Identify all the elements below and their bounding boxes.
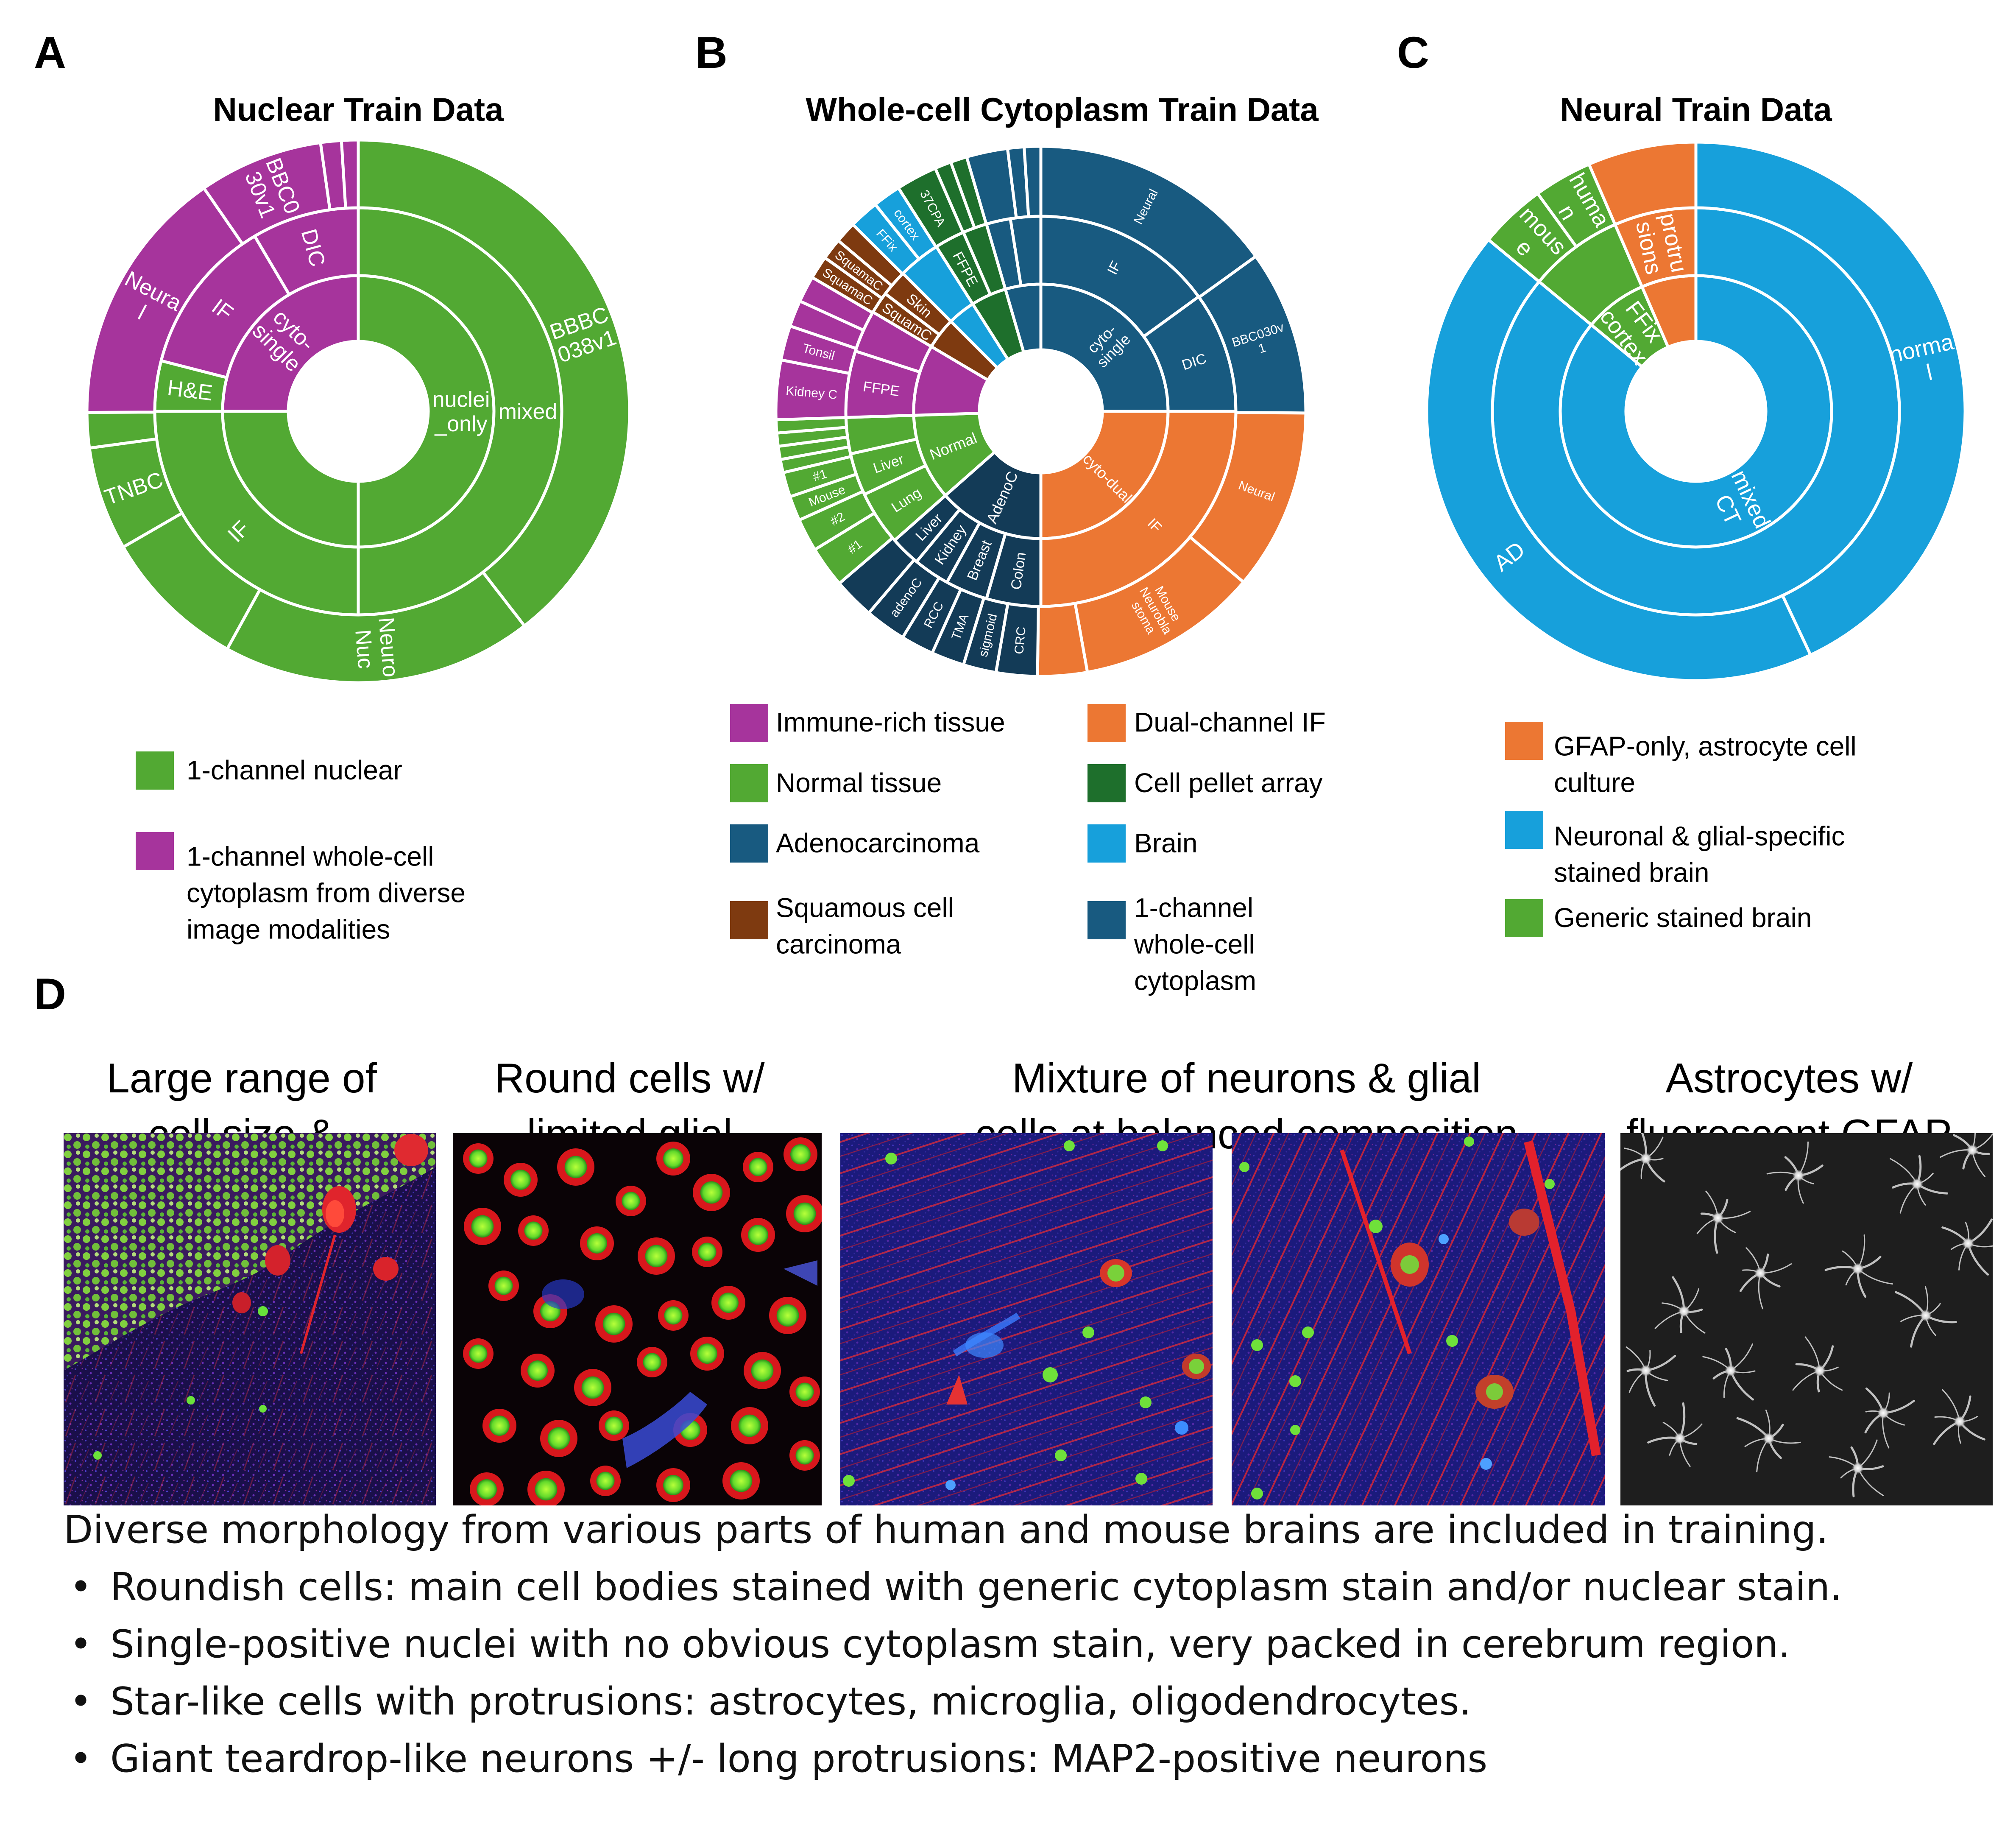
legend-b-label-adeno: Adenocarcinoma xyxy=(776,828,980,858)
legend-c: GFAP-only, astrocyte cell culture Neurona… xyxy=(1505,722,1857,937)
sunburst-chart-c: mixedCTFFixcortexprotrusionsnormallADmou… xyxy=(1425,140,1967,682)
panel-letter-d: D xyxy=(34,969,66,1019)
caption-bullet-4: Giant teardrop-like neurons +/- long pro… xyxy=(64,1730,1971,1787)
legend-b-label-immune: Immune-rich tissue xyxy=(776,707,1005,737)
caption-bullets: Roundish cells: main cell bodies stained… xyxy=(64,1558,1971,1787)
chart-b-title: Whole-cell Cytoplasm Train Data xyxy=(806,91,1319,128)
legend-a-label-nuclear: 1-channel nuclear xyxy=(187,755,402,785)
panel-letter-c: C xyxy=(1397,28,1429,78)
chart-a-ring2-segment-1 xyxy=(225,570,527,684)
legend-b-label-squamous: Squamous cell carcinoma xyxy=(776,892,954,959)
legend-a-swatch-nuclear xyxy=(136,751,174,790)
legend-b-swatch-normal xyxy=(730,764,768,802)
legend-b-label-normal: Normal tissue xyxy=(776,768,942,798)
chart-b-ring2-segment-33 xyxy=(1022,145,1043,218)
legend-c-label-gfap: GFAP-only, astrocyte cell culture xyxy=(1554,731,1857,798)
chart-a-ring2-segment-8 xyxy=(340,138,360,210)
legend-a-label-whole-cell: 1-channel whole-cell cytoplasm from diver… xyxy=(187,841,466,944)
chart-c-ring2-segment-4 xyxy=(1587,140,1698,227)
legend-c-label-neuronal: Neuronal & glial-specific stained brain xyxy=(1554,821,1845,888)
legend-c-swatch-generic xyxy=(1505,899,1543,937)
chart-a-ring1-label-0: mixed xyxy=(499,399,558,424)
legend-a: 1-channel nuclear 1-channel whole-cell cy… xyxy=(136,751,466,944)
mixed-cells-image-1 xyxy=(840,1133,1213,1505)
legend-b-swatch-adeno xyxy=(730,824,768,863)
legend-b-label-whole-cell: 1-channel whole-cell cytoplasm xyxy=(1134,892,1256,996)
astrocyte-image xyxy=(1620,1133,1993,1505)
caption-bullet-2: Single-positive nuclei with no obvious c… xyxy=(64,1616,1971,1673)
legend-b-swatch-dual xyxy=(1087,704,1126,742)
caption-bullet-1: Roundish cells: main cell bodies stained… xyxy=(64,1558,1971,1616)
chart-a-ring1-label-2: H&E xyxy=(166,376,214,406)
sunburst-chart-b: cyto-singlecyto-dualAdenoCNormalIFDICIFC… xyxy=(774,145,1308,678)
caption-intro: Diverse morphology from various parts of… xyxy=(64,1508,1829,1552)
chart-a-ring2-label-1: NeuroNuc xyxy=(349,616,403,680)
legend-b-label-brain: Brain xyxy=(1134,828,1197,858)
legend-b-swatch-whole-cell xyxy=(1087,901,1126,939)
chart-a-title: Nuclear Train Data xyxy=(213,91,504,128)
legend-a-swatch-whole-cell xyxy=(136,832,174,870)
legend-b-swatch-immune xyxy=(730,704,768,742)
legend-b-label-dual: Dual-channel IF xyxy=(1134,707,1326,737)
chart-b-ring2-label-5: CRC xyxy=(1012,626,1029,655)
legend-b-swatch-brain xyxy=(1087,824,1126,863)
legend-c-label-generic: Generic stained brain xyxy=(1554,902,1812,933)
mixed-cells-image-2 xyxy=(1232,1133,1605,1505)
legend-c-swatch-neuronal xyxy=(1505,811,1543,849)
legend-b: Immune-rich tissue Normal tissue Adenoca… xyxy=(730,704,1326,996)
chart-c-ring2-segment-1 xyxy=(1425,237,1813,682)
caption-bullet-3: Star-like cells with protrusions: astroc… xyxy=(64,1673,1971,1730)
panel-letter-b: B xyxy=(695,28,728,78)
legend-b-swatch-squamous xyxy=(730,901,768,939)
chart-a-ring2-segment-0 xyxy=(357,138,631,628)
chart-c-title: Neural Train Data xyxy=(1560,91,1832,128)
cerebellum-image xyxy=(64,1133,436,1505)
chart-a-ring0-label-0: nuclei _only xyxy=(432,388,490,436)
legend-b-label-pellet: Cell pellet array xyxy=(1134,768,1323,798)
legend-b-swatch-pellet xyxy=(1087,764,1126,802)
legend-c-swatch-gfap xyxy=(1505,722,1543,760)
figure-caption: Diverse morphology from various parts of… xyxy=(64,1501,1971,1787)
panel-letter-a: A xyxy=(34,28,66,78)
round-cells-image xyxy=(453,1133,822,1505)
sunburst-chart-a: nuclei _onlycyto-singlemixedIFH&EIFDICBBB… xyxy=(85,138,631,684)
chart-c-ring2-segment-0 xyxy=(1694,140,1967,657)
